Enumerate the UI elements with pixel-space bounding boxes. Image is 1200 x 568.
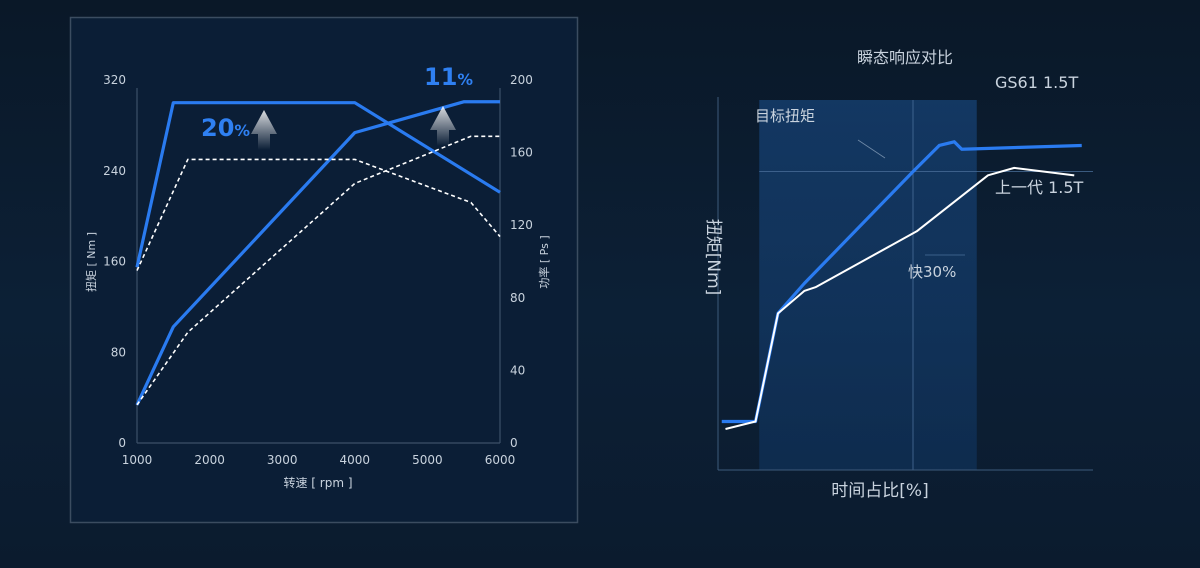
previous-power-line [136, 135, 500, 406]
y-tick-label: 240 [103, 164, 126, 178]
left-chart-panel [69, 16, 579, 524]
y2-tick-label: 0 [510, 436, 518, 450]
faster-label: 快30% [908, 263, 956, 281]
y-axis-label: 扭矩 [ Nm ] [84, 232, 98, 292]
y-tick-label: 160 [103, 255, 126, 269]
x-tick-label: 1000 [122, 453, 153, 467]
y2-tick-label: 80 [510, 291, 525, 305]
x-axis-label: 时间占比[%] [831, 481, 928, 501]
up-arrow-icon [430, 106, 456, 146]
y2-axis-label: 功率 [ Ps ] [537, 235, 551, 288]
x-tick-label: 6000 [485, 453, 516, 467]
y2-tick-label: 200 [510, 73, 533, 87]
x-tick-label: 5000 [412, 453, 443, 467]
target-torque-label: 目标扭矩 [755, 107, 815, 125]
up-arrow-icon [251, 110, 277, 150]
previous-torque-line [136, 158, 501, 271]
y2-tick-label: 160 [510, 146, 533, 160]
y2-tick-label: 120 [510, 218, 533, 232]
response-window-shade [759, 100, 977, 470]
x-axis-label: 转速 [ rpm ] [283, 475, 352, 490]
x-tick-label: 3000 [267, 453, 298, 467]
y-tick-label: 80 [111, 345, 126, 359]
y-axis-label: 扭矩[Nm] [703, 219, 723, 296]
y2-tick-label: 40 [510, 363, 525, 377]
previous-gen-response-line [725, 166, 1075, 430]
chart-title: 瞬态响应对比 [857, 48, 953, 67]
target-torque-pointer [857, 139, 886, 159]
series-label: 上一代 1.5T [995, 178, 1084, 197]
y-tick-label: 0 [118, 436, 126, 450]
new-power-line [135, 100, 500, 406]
y-tick-label: 320 [103, 73, 126, 87]
series-label: GS61 1.5T [995, 73, 1078, 92]
x-tick-label: 4000 [340, 453, 371, 467]
new-torque-line [135, 101, 501, 268]
increase-percent-label: 20% [201, 114, 250, 142]
increase-percent-label: 11% [424, 63, 473, 91]
x-tick-label: 2000 [194, 453, 225, 467]
